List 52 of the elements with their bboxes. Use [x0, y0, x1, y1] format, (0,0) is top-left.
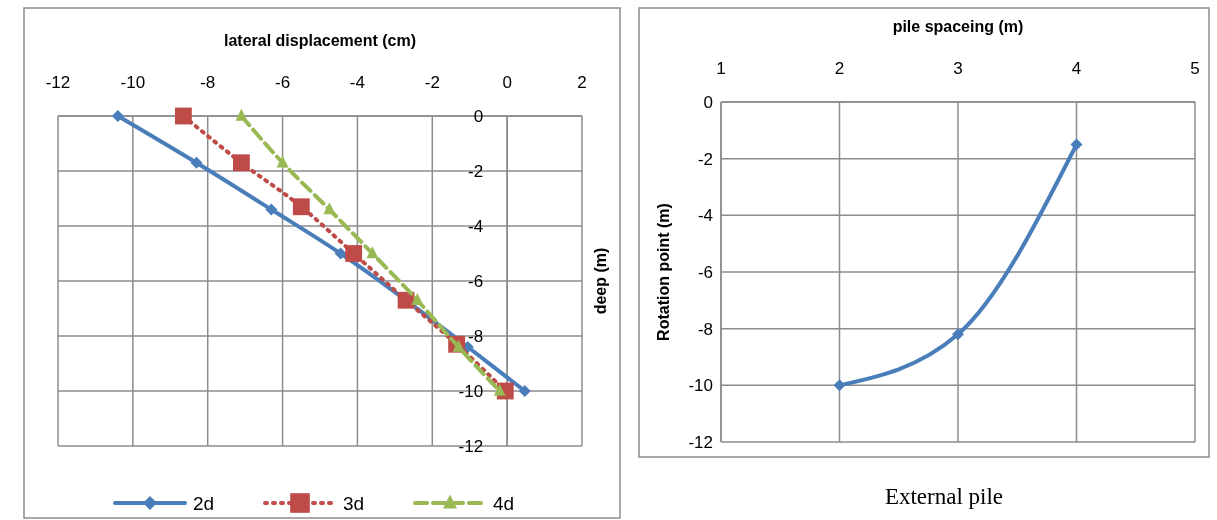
y-tick-label: -12 [688, 433, 713, 452]
point [366, 246, 379, 259]
y-tick-label: -8 [697, 319, 713, 339]
y-tick-label: 0 [703, 93, 713, 112]
x-tick-label: 3 [953, 59, 963, 78]
point [518, 385, 531, 397]
point [292, 198, 310, 216]
y-tick-label: -8 [468, 327, 484, 346]
legend-label: 3d [343, 493, 365, 514]
y-tick-label: 0 [473, 107, 484, 126]
x-tick-label: -4 [349, 73, 365, 92]
y-tick-label: -10 [688, 376, 713, 396]
y-tick-label: -4 [697, 206, 713, 226]
x-tick-label: -2 [424, 73, 440, 92]
point [111, 110, 124, 122]
y-tick-label: -6 [468, 272, 484, 291]
point [323, 202, 336, 215]
x-tick-label: 5 [1190, 59, 1200, 78]
point [265, 203, 278, 216]
legend-label: 2d [193, 493, 215, 514]
point [345, 245, 363, 262]
point [411, 293, 424, 306]
point [233, 154, 250, 172]
x-tick-label: -6 [275, 73, 291, 92]
point [174, 107, 192, 125]
x-tick-label: 2 [834, 59, 845, 78]
point [190, 156, 203, 169]
y-tick-label: -12 [458, 437, 484, 456]
x-tick-label: -8 [200, 73, 216, 92]
y-tick-label: -2 [697, 149, 713, 169]
x-axis-title: lateral displacement (cm) [223, 32, 417, 49]
point [833, 379, 846, 392]
x-tick-label: 0 [502, 73, 512, 92]
point [334, 247, 347, 260]
y-tick-label: -4 [468, 217, 484, 236]
text: External pile [884, 484, 1004, 509]
y-axis-title: deep (m) [592, 247, 609, 315]
x-tick-label: -12 [45, 73, 71, 92]
y-tick-label: -2 [468, 162, 484, 181]
y-tick-label: -10 [458, 382, 484, 401]
legend-label: 4d [493, 493, 515, 514]
y-axis-title: Rotation point (m) [655, 203, 672, 341]
point [235, 108, 248, 121]
point [1070, 138, 1083, 151]
y-tick-label: -6 [697, 263, 713, 282]
point [276, 155, 289, 168]
x-tick-label: 2 [577, 73, 587, 92]
x-tick-label: 1 [716, 59, 726, 78]
x-tick-label: 4 [1071, 59, 1082, 78]
point [952, 328, 964, 341]
x-axis-title: pile spaceing (m) [892, 18, 1024, 35]
x-tick-label: -10 [120, 73, 146, 92]
